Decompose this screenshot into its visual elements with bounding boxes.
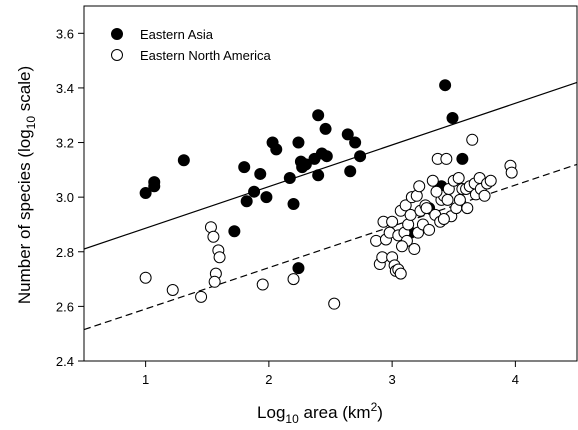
data-points	[139, 79, 518, 310]
fit-line-eastern-asia	[84, 81, 578, 250]
data-point-eastern-asia	[349, 136, 362, 149]
data-point-eastern-north-america	[408, 243, 421, 256]
data-point-eastern-north-america	[426, 174, 439, 187]
data-point-eastern-asia	[312, 109, 325, 122]
data-point-eastern-north-america	[478, 189, 491, 202]
data-point-eastern-north-america	[461, 202, 474, 215]
data-point-eastern-north-america	[166, 284, 179, 296]
data-point-eastern-north-america	[430, 185, 443, 198]
data-point-eastern-asia	[283, 172, 296, 185]
y-tick-label: 2.6	[56, 299, 74, 314]
data-point-eastern-north-america	[139, 271, 152, 284]
legend-marker-eastern-north-america	[111, 49, 123, 61]
x-axis-title: Log10 area (km2)	[257, 400, 383, 426]
data-point-eastern-asia	[344, 165, 357, 178]
legend-label-eastern-north-america: Eastern North America	[140, 48, 272, 63]
data-point-eastern-north-america	[395, 240, 408, 253]
y-tick-label: 3.4	[56, 81, 74, 96]
data-point-eastern-north-america	[386, 215, 399, 228]
y-tick-label: 3.0	[56, 190, 74, 205]
data-point-eastern-north-america	[208, 275, 221, 288]
data-point-eastern-asia	[139, 187, 152, 200]
data-point-eastern-north-america	[484, 174, 497, 187]
y-axis-title: Number of species (log10 scale)	[15, 66, 38, 304]
data-point-eastern-north-america	[413, 180, 426, 193]
data-point-eastern-asia	[287, 197, 300, 210]
data-point-eastern-north-america	[370, 234, 383, 247]
data-point-eastern-asia	[320, 150, 333, 163]
x-tick-label: 1	[142, 372, 149, 387]
data-point-eastern-asia	[341, 128, 354, 141]
data-point-eastern-asia	[228, 225, 241, 238]
data-point-eastern-asia	[292, 262, 305, 275]
x-axis-ticks: 1 2 3 4	[142, 361, 519, 387]
data-point-eastern-north-america	[399, 199, 412, 212]
data-point-eastern-north-america	[376, 251, 389, 264]
data-point-eastern-asia	[240, 195, 253, 208]
data-point-eastern-north-america	[207, 230, 220, 243]
data-point-eastern-north-america	[420, 202, 433, 215]
data-point-eastern-asia	[260, 191, 273, 204]
data-point-eastern-asia	[292, 136, 305, 149]
data-point-eastern-asia	[312, 169, 325, 182]
data-point-eastern-asia	[238, 161, 251, 174]
y-tick-label: 2.8	[56, 245, 74, 260]
y-tick-label: 2.4	[56, 354, 74, 369]
data-point-eastern-north-america	[466, 133, 479, 146]
data-point-eastern-north-america	[505, 166, 518, 179]
data-point-eastern-north-america	[440, 152, 453, 165]
data-point-eastern-north-america	[423, 223, 436, 236]
fit-line-eastern-north-america	[84, 163, 578, 331]
data-point-eastern-asia	[319, 122, 332, 135]
plot-frame	[83, 5, 578, 362]
data-point-eastern-north-america	[213, 251, 226, 264]
data-point-eastern-asia	[446, 111, 459, 124]
data-point-eastern-north-america	[195, 290, 208, 303]
data-point-eastern-asia	[439, 79, 452, 92]
data-point-eastern-asia	[177, 154, 190, 167]
data-point-eastern-north-america	[404, 208, 417, 221]
data-point-eastern-asia	[354, 150, 367, 163]
data-point-eastern-north-america	[287, 273, 300, 286]
data-point-eastern-north-america	[452, 172, 465, 185]
legend-marker-eastern-asia	[111, 28, 123, 40]
data-point-eastern-asia	[299, 158, 312, 171]
legend-label-eastern-asia: Eastern Asia	[140, 27, 214, 42]
y-axis-ticks: 2.4 2.6 2.8 3.0 3.2 3.4 3.6	[56, 26, 84, 369]
data-point-eastern-asia	[456, 152, 469, 165]
data-point-eastern-asia	[254, 167, 267, 180]
x-tick-label: 2	[265, 372, 272, 387]
y-tick-label: 3.2	[56, 136, 74, 151]
data-point-eastern-north-america	[437, 213, 450, 225]
y-tick-label: 3.6	[56, 26, 74, 41]
data-point-eastern-asia	[148, 176, 161, 189]
x-tick-label: 3	[389, 372, 396, 387]
data-point-eastern-north-america	[453, 193, 466, 206]
data-point-eastern-north-america	[394, 267, 407, 280]
data-point-eastern-asia	[270, 143, 283, 156]
data-point-eastern-north-america	[441, 193, 454, 206]
fit-lines	[84, 81, 578, 331]
data-point-eastern-asia	[248, 185, 261, 198]
data-point-eastern-north-america	[256, 278, 269, 291]
x-tick-label: 4	[512, 372, 519, 387]
legend: Eastern Asia Eastern North America	[111, 27, 272, 63]
data-point-eastern-north-america	[328, 297, 341, 310]
